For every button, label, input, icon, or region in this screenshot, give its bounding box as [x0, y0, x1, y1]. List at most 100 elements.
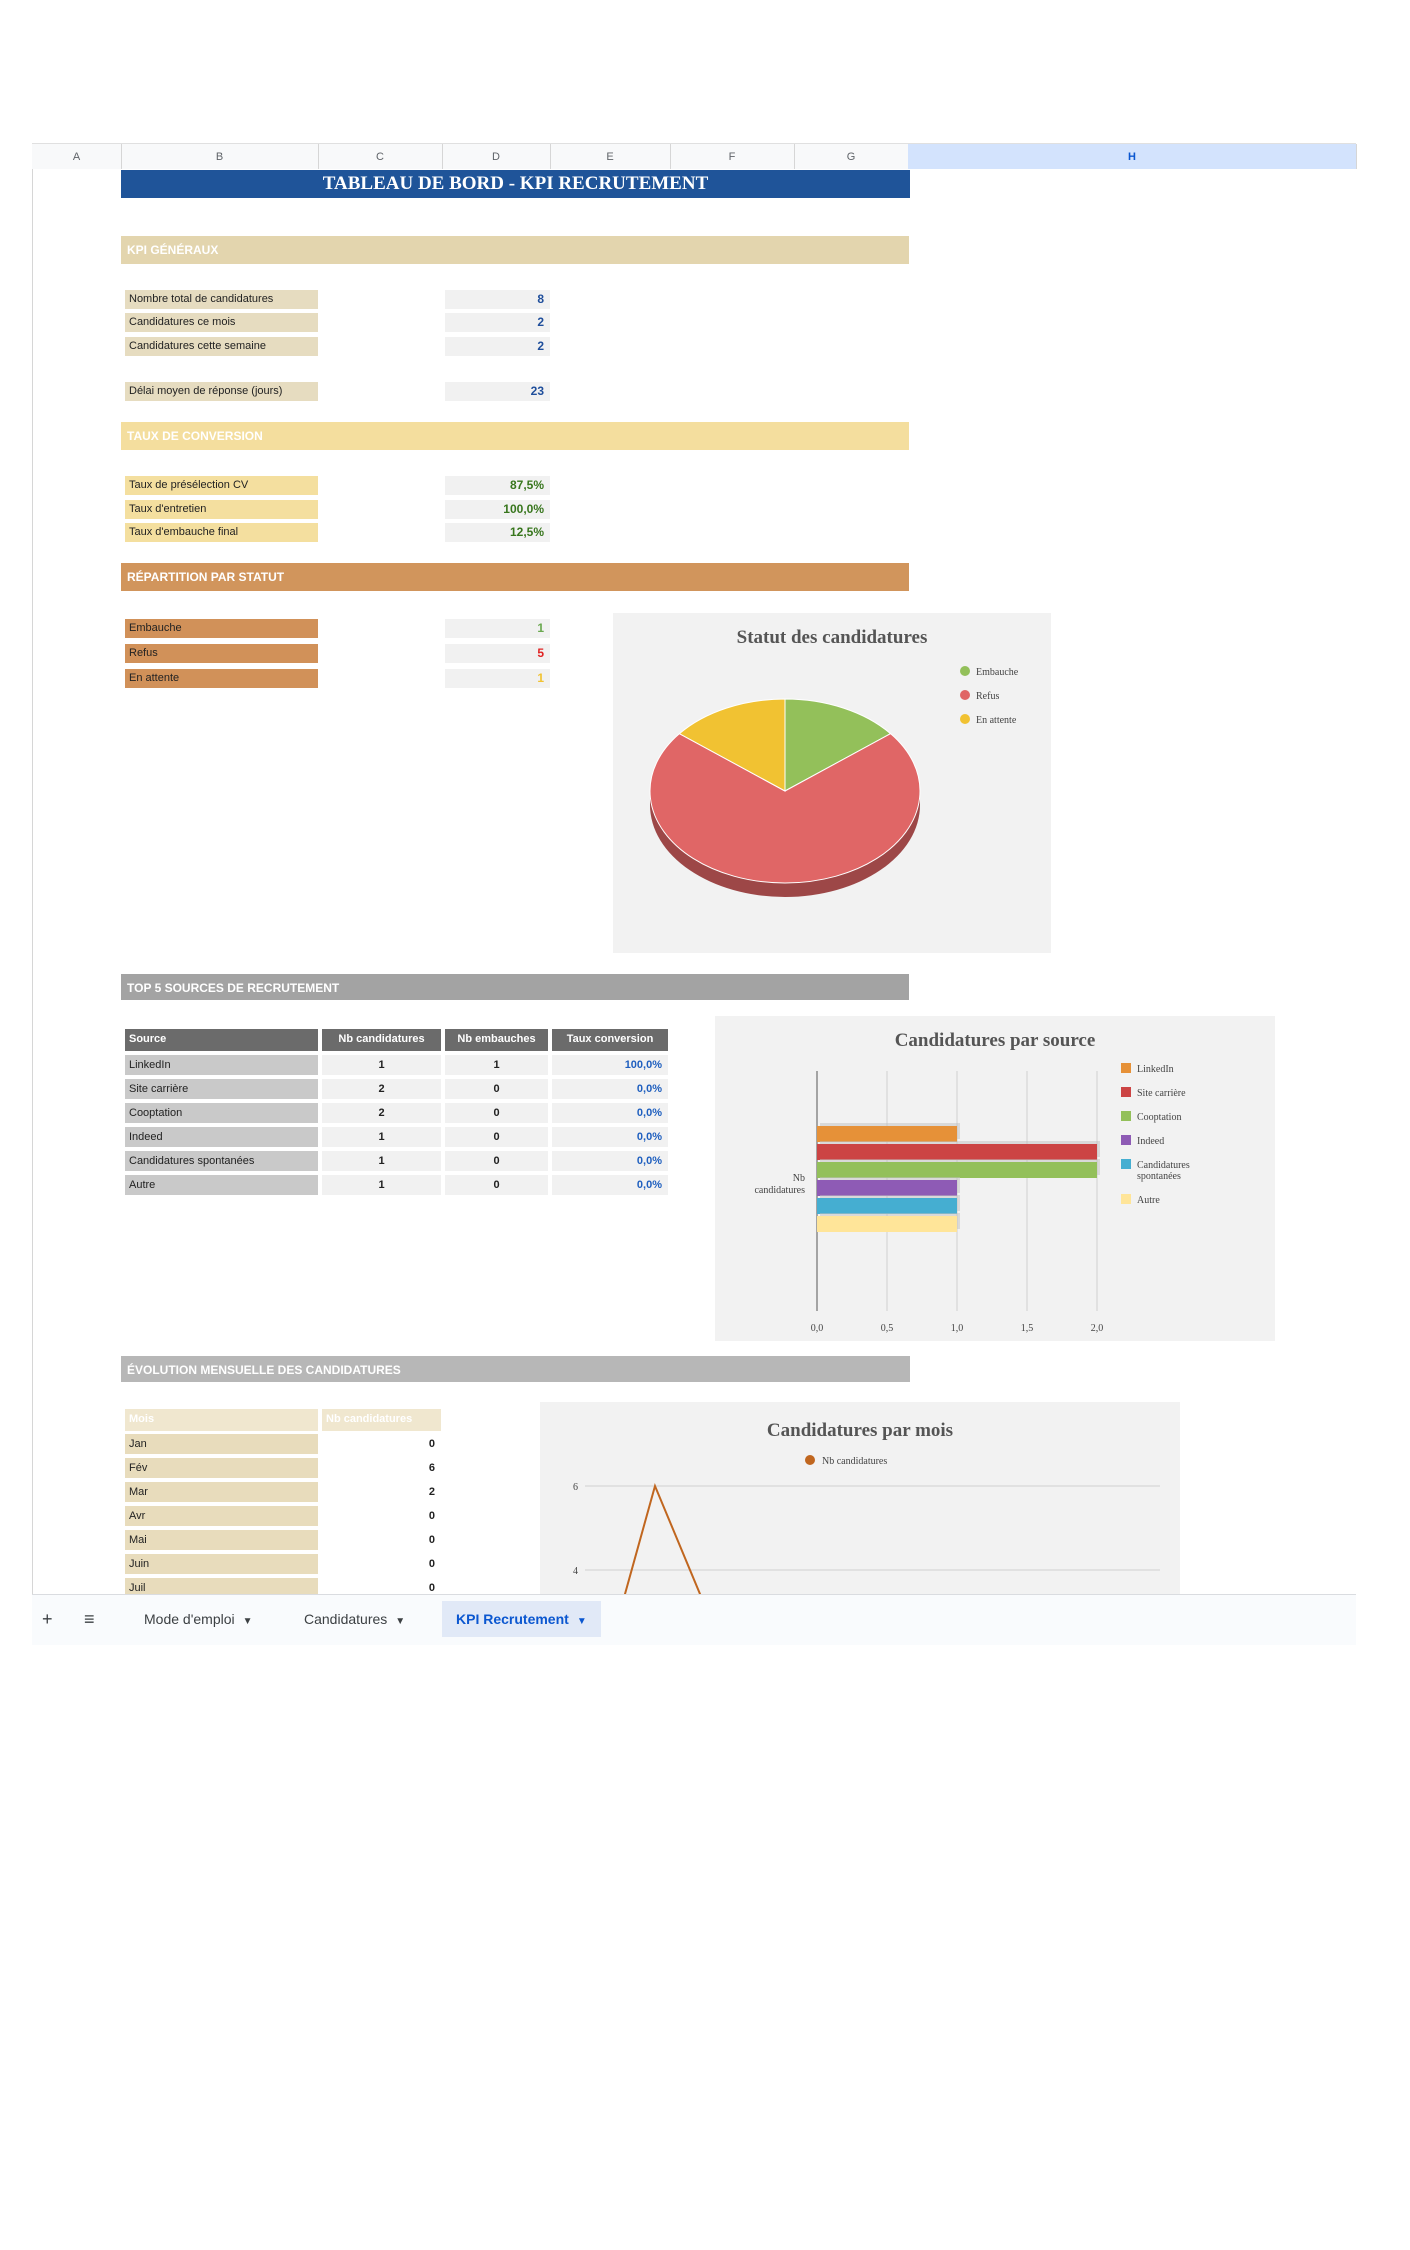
statut-value-refus: 5: [445, 644, 550, 663]
section-kpi-generaux: KPI GÉNÉRAUX: [121, 236, 909, 264]
kpi-label-delay: Délai moyen de réponse (jours): [125, 382, 318, 401]
chevron-down-icon[interactable]: ▼: [576, 1616, 587, 1627]
column-header-a[interactable]: A: [32, 144, 122, 170]
tab-mode-emploi[interactable]: Mode d'emploi ▼: [144, 1601, 253, 1637]
conversion-value-embauche: 12,5%: [445, 523, 550, 542]
section-statut: RÉPARTITION PAR STATUT: [121, 563, 909, 591]
y-category-word: candidatures: [754, 1185, 805, 1196]
sources-cell-nb: 2: [322, 1079, 441, 1099]
chevron-down-icon[interactable]: ▼: [395, 1616, 406, 1627]
column-header-f[interactable]: F: [670, 144, 795, 170]
legend-swatch: [1121, 1063, 1131, 1073]
y-tick-label: 6: [573, 1482, 578, 1493]
tab-kpi-recrutement[interactable]: KPI Recrutement ▼: [442, 1601, 601, 1637]
evolution-cell-mois: Juin: [125, 1554, 318, 1574]
conversion-label-preselection: Taux de présélection CV: [125, 476, 318, 495]
statut-label-embauche: Embauche: [125, 619, 318, 638]
column-header-c[interactable]: C: [318, 144, 443, 170]
legend-label: Autre: [1137, 1195, 1160, 1206]
tab-kpi-recrutement-label: KPI Recrutement: [456, 1611, 569, 1627]
sources-cell-source: Cooptation: [125, 1103, 318, 1123]
chevron-down-icon[interactable]: ▼: [242, 1616, 253, 1627]
section-sources: TOP 5 SOURCES DE RECRUTEMENT: [121, 974, 909, 1000]
evolution-col-mois: Mois: [125, 1409, 318, 1431]
pie-slice-en-attente[interactable]: [678, 698, 786, 792]
chart-mois-title: Candidatures par mois: [766, 1420, 954, 1441]
chart-statut-title: Statut des candidatures: [736, 627, 928, 648]
bar-autre[interactable]: [817, 1216, 957, 1232]
kpi-value-week: 2: [445, 337, 550, 356]
kpi-label-month: Candidatures ce mois: [125, 313, 318, 332]
evolution-cell-mois: Mai: [125, 1530, 318, 1550]
sources-col-nb: Nb candidatures: [322, 1029, 441, 1051]
column-header-b[interactable]: B: [121, 144, 319, 170]
statut-label-attente: En attente: [125, 669, 318, 688]
column-header-g[interactable]: G: [794, 144, 909, 170]
sources-cell-taux: 0,0%: [552, 1127, 668, 1147]
legend-label: Embauche: [976, 667, 1019, 678]
column-header-d[interactable]: D: [442, 144, 551, 170]
x-tick-label: 0,5: [881, 1323, 894, 1334]
sources-cell-taux: 0,0%: [552, 1151, 668, 1171]
evolution-col-nb: Nb candidatures: [322, 1409, 441, 1431]
sources-cell-taux: 100,0%: [552, 1055, 668, 1075]
bar-candidatures-spontanées[interactable]: [817, 1198, 957, 1214]
legend-word: Candidatures: [1137, 1160, 1190, 1171]
x-tick-label: 2,0: [1091, 1323, 1104, 1334]
legend-label: Candidatures spontanées: [1137, 1160, 1190, 1182]
chart-statut[interactable]: Statut des candidatures Embauche Refus En …: [613, 613, 1051, 953]
sources-cell-nb: 1: [322, 1175, 441, 1195]
page-title: TABLEAU DE BORD - KPI RECRUTEMENT: [121, 170, 910, 198]
evolution-cell-nb: 0: [322, 1434, 441, 1454]
pie-slice-embauche[interactable]: [784, 698, 892, 792]
kpi-label-week: Candidatures cette semaine: [125, 337, 318, 356]
pie-slice-refus[interactable]: [649, 733, 921, 884]
evolution-cell-nb: 0: [322, 1578, 441, 1594]
conversion-value-preselection: 87,5%: [445, 476, 550, 495]
bar-indeed[interactable]: [817, 1180, 957, 1196]
x-tick-label: 1,0: [951, 1323, 964, 1334]
statut-value-attente: 1: [445, 669, 550, 688]
kpi-label-total: Nombre total de candidatures: [125, 290, 318, 309]
evolution-cell-mois: Mar: [125, 1482, 318, 1502]
bar-linkedin[interactable]: [817, 1126, 957, 1142]
sources-cell-taux: 0,0%: [552, 1175, 668, 1195]
sources-cell-emb: 0: [445, 1103, 548, 1123]
chart-sources-svg: 0,0 0,5 1,0 1,5 2,0 Nb candidatures LinkedIn Si…: [754, 1063, 1190, 1334]
sources-cell-source: Indeed: [125, 1127, 318, 1147]
legend-label: Indeed: [1137, 1136, 1164, 1147]
chart-mois[interactable]: Candidatures par mois Nb candidatures 6 4: [540, 1402, 1180, 1594]
add-sheet-button[interactable]: +: [42, 1609, 53, 1629]
conversion-label-embauche: Taux d'embauche final: [125, 523, 318, 542]
bar-site-carrière[interactable]: [817, 1144, 1097, 1160]
line-series-nb-candidatures[interactable]: [585, 1482, 1005, 1594]
all-sheets-menu-button[interactable]: ≡: [84, 1609, 95, 1629]
kpi-value-delay: 23: [445, 382, 550, 401]
sheet-grid[interactable]: TABLEAU DE BORD - KPI RECRUTEMENT KPI GÉ…: [32, 169, 1357, 1594]
legend-swatch: [805, 1455, 815, 1465]
sources-cell-emb: 0: [445, 1175, 548, 1195]
sources-col-taux: Taux conversion: [552, 1029, 668, 1051]
evolution-cell-nb: 2: [322, 1482, 441, 1502]
y-tick-label: 4: [573, 1566, 578, 1577]
evolution-cell-mois: Juil: [125, 1578, 318, 1594]
evolution-cell-mois: Jan: [125, 1434, 318, 1454]
sheet-tab-bar: + ≡ Mode d'emploi ▼ Candidatures ▼ KPI Rec…: [32, 1594, 1356, 1645]
legend-label: Cooptation: [1137, 1112, 1181, 1123]
sources-cell-nb: 1: [322, 1151, 441, 1171]
legend-swatch: [1121, 1159, 1131, 1169]
column-header-e[interactable]: E: [550, 144, 671, 170]
bar-cooptation[interactable]: [817, 1162, 1097, 1178]
chart-statut-svg: Embauche Refus En attente: [649, 666, 1019, 897]
tab-candidatures-label: Candidatures: [304, 1611, 388, 1627]
tab-mode-emploi-label: Mode d'emploi: [144, 1611, 235, 1627]
section-evolution: ÉVOLUTION MENSUELLE DES CANDIDATURES: [121, 1356, 910, 1382]
sources-cell-nb: 1: [322, 1055, 441, 1075]
y-category-label: Nb candidatures: [754, 1173, 805, 1196]
chart-sources[interactable]: Candidatures par source 0,0 0,5 1,0 1,5 2,0 N…: [715, 1016, 1275, 1341]
tab-candidatures[interactable]: Candidatures ▼: [304, 1601, 405, 1637]
legend-swatch: [1121, 1135, 1131, 1145]
sources-cell-emb: 0: [445, 1127, 548, 1147]
column-header-h[interactable]: H: [908, 144, 1357, 170]
x-tick-label: 0,0: [811, 1323, 824, 1334]
